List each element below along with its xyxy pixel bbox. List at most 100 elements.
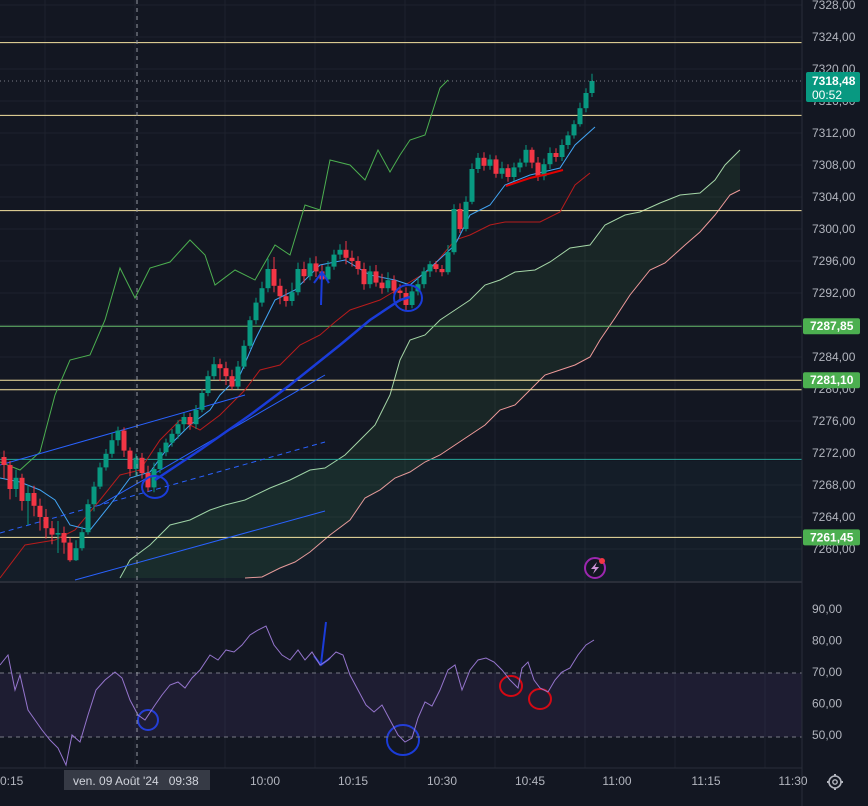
candle	[523, 145, 529, 167]
cloud-fill	[120, 150, 740, 578]
price-tick-label: 7328,00	[812, 0, 856, 12]
crosshair-time-label: ven. 09 Août '24 09:38	[64, 770, 210, 790]
candle	[55, 521, 61, 553]
candle	[73, 540, 79, 561]
candle	[469, 163, 475, 205]
level-tag: 7261,45	[803, 529, 860, 546]
cloud-upper-line	[119, 149, 741, 579]
candle	[457, 203, 463, 233]
candle	[463, 196, 469, 232]
candle	[577, 102, 583, 127]
level-tag: 7281,10	[803, 372, 860, 389]
candle	[571, 120, 577, 139]
time-tick-label: 10:15	[338, 774, 368, 788]
level-tag: 7287,85	[803, 318, 860, 335]
candle	[139, 453, 145, 479]
candle	[97, 462, 103, 489]
ichimoku-cloud	[119, 149, 741, 579]
candle	[175, 420, 181, 439]
candle	[517, 158, 523, 173]
candle	[565, 131, 571, 149]
candle	[91, 481, 97, 512]
candle	[67, 537, 73, 562]
time-tick-label: 0:15	[0, 774, 24, 788]
rsi-line	[0, 625, 595, 767]
candle	[235, 361, 241, 389]
candle	[367, 265, 373, 289]
candle	[433, 261, 439, 273]
candle	[85, 499, 91, 535]
candle	[451, 204, 457, 255]
range-box	[0, 461, 802, 581]
level-tag-label: 7287,85	[810, 319, 854, 333]
candle	[265, 258, 271, 293]
candle	[493, 155, 499, 178]
price-tick-label: 7312,00	[812, 126, 856, 140]
candle	[25, 485, 31, 525]
level-tag-label: 7281,10	[810, 373, 854, 387]
time-tick-label: 11:00	[602, 774, 631, 788]
drawn-circle	[137, 709, 159, 731]
rsi-axis[interactable]: 90,00 80,00 70,00 60,00 50,00	[812, 602, 842, 742]
level-tags: 7287,85 7281,10 7261,45	[803, 318, 860, 546]
rsi-band	[0, 673, 802, 737]
candle	[115, 426, 121, 446]
rsi-tick-label: 60,00	[812, 697, 842, 711]
candle	[7, 461, 13, 500]
candle	[373, 265, 379, 287]
rsi-tick-label: 50,00	[812, 728, 842, 742]
candle	[181, 413, 187, 431]
lightning-icon[interactable]	[584, 557, 606, 579]
candle	[37, 498, 43, 531]
price-tick-label: 7268,00	[812, 478, 856, 492]
channel-middle-line	[0, 441, 326, 534]
candle	[79, 526, 85, 551]
candle	[247, 316, 253, 349]
candle	[361, 262, 367, 290]
price-tick-label: 7264,00	[812, 510, 856, 524]
drawn-circle	[528, 688, 552, 710]
candle	[355, 256, 361, 275]
price-tick-label: 7304,00	[812, 190, 856, 204]
price-tick-label: 7272,00	[812, 446, 856, 460]
candle	[43, 509, 49, 539]
candle	[13, 469, 19, 497]
candle	[589, 73, 595, 97]
candle	[109, 433, 115, 458]
crosshair-time-text: ven. 09 Août '24 09:38	[73, 774, 199, 788]
rsi-pane[interactable]	[0, 625, 802, 767]
candle	[133, 453, 139, 477]
channel-lower-line	[74, 510, 326, 581]
candle	[439, 265, 445, 277]
price-pane[interactable]	[0, 0, 802, 581]
candle	[31, 485, 37, 517]
level-tag-label: 7261,45	[810, 530, 854, 544]
price-tick-label: 7292,00	[812, 286, 856, 300]
candle	[127, 447, 133, 477]
user-drawings	[137, 169, 564, 756]
upper-envelope-line	[0, 79, 449, 471]
gear-icon[interactable]	[827, 774, 843, 790]
price-tick-label: 7308,00	[812, 158, 856, 172]
candle	[259, 281, 265, 307]
candle	[289, 282, 295, 306]
candle	[151, 462, 157, 493]
candle	[427, 261, 433, 277]
candle	[337, 244, 343, 260]
drawn-circle	[499, 675, 523, 697]
candle	[19, 473, 25, 511]
candle	[121, 427, 127, 457]
price-axis[interactable]: 7328,007324,007320,007316,007312,007308,…	[802, 0, 868, 806]
candle	[421, 267, 427, 289]
candle	[61, 526, 67, 554]
candle	[541, 158, 547, 181]
time-tick-label: 10:45	[515, 774, 545, 788]
drawn-circle	[386, 724, 420, 756]
candle	[1, 450, 7, 479]
candle	[529, 147, 535, 169]
candle	[313, 256, 319, 277]
drawn-red-stroke	[505, 169, 564, 187]
price-tick-label: 7284,00	[812, 350, 856, 364]
candle	[271, 257, 277, 293]
